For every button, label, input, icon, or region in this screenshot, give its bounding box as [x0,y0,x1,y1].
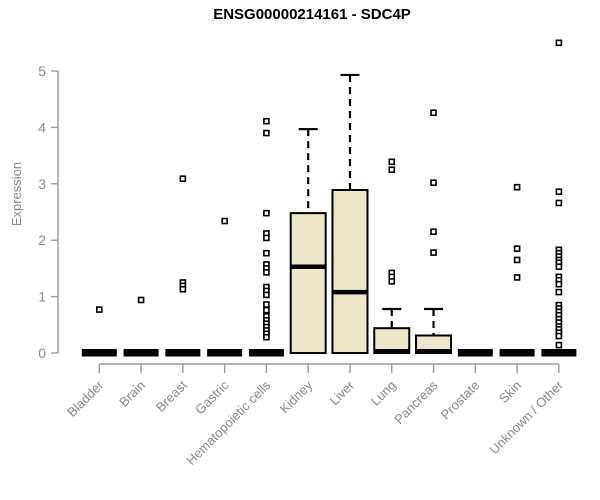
x-tick-label-unknown-other: Unknown / Other [486,377,566,457]
outlier-pancreas-2 [430,228,437,236]
box-collapsed-prostate [457,349,493,357]
outlier-breast-0 [179,175,187,183]
outlier-hematopoietic-cells-5 [263,249,270,257]
outlier-hematopoietic-cells-13 [263,306,270,314]
x-tick-label-liver: Liver [327,377,358,408]
box-collapsed-brain [123,349,159,357]
x-tick-label-prostate: Prostate [438,378,483,423]
outlier-lung-4 [388,278,396,285]
outlier-pancreas-1 [430,179,437,186]
x-tick-label-kidney: Kidney [277,377,316,416]
outlier-pancreas-3 [430,249,437,256]
outlier-hematopoietic-cells-8 [263,269,270,276]
outlier-skin-0 [513,183,521,191]
outlier-unknown-other-0 [555,39,563,47]
box-kidney [289,212,327,354]
x-tick-label-gastric: Gastric [192,377,232,417]
x-tick-label-pancreas: Pancreas [391,377,441,427]
outlier-bladder-0 [96,306,103,313]
outlier-unknown-other-23 [555,341,563,349]
outlier-unknown-other-2 [555,199,563,207]
y-tick-label: 3 [38,176,46,192]
box-collapsed-breast [165,349,201,357]
box-liver [331,189,369,354]
box-lung [373,327,411,354]
x-tick-label-breast: Breast [153,377,190,414]
x-tick-label-bladder: Bladder [64,377,107,420]
x-tick-label-brain: Brain [116,378,148,410]
box-collapsed-skin [499,349,535,357]
outlier-hematopoietic-cells-2 [263,209,270,217]
outlier-pancreas-0 [430,109,437,117]
outlier-hematopoietic-cells-1 [263,129,270,137]
x-tick-label-lung: Lung [368,378,399,409]
box-collapsed-gastric [207,349,243,357]
outlier-unknown-other-11 [555,280,563,288]
box-collapsed-bladder [81,349,117,357]
outlier-breast-3 [179,285,187,293]
y-tick-label: 5 [38,63,46,79]
outlier-unknown-other-12 [555,288,563,296]
box-collapsed-unknown-other [541,349,577,357]
outlier-lung-0 [388,158,396,166]
outlier-unknown-other-1 [555,188,563,195]
outlier-unknown-other-8 [555,263,563,271]
x-tick-label-skin: Skin [496,378,524,406]
outlier-unknown-other-22 [555,332,563,340]
y-tick-label: 2 [38,232,46,248]
box-collapsed-hematopoietic-cells [248,349,284,357]
outlier-hematopoietic-cells-4 [263,234,270,242]
y-tick-label: 0 [38,345,46,361]
outlier-skin-1 [513,245,521,252]
outlier-skin-3 [513,274,521,281]
y-tick-label: 1 [38,289,46,305]
outlier-hematopoietic-cells-11 [263,291,270,299]
outlier-brain-0 [137,296,145,304]
outlier-hematopoietic-cells-0 [263,117,270,125]
outlier-gastric-0 [221,217,228,225]
outlier-skin-2 [513,256,521,264]
y-tick-label: 4 [38,119,46,135]
outlier-lung-1 [388,166,396,173]
outlier-hematopoietic-cells-12 [263,301,270,308]
chart-title: ENSG00000214161 - SDC4P [213,6,411,23]
outlier-hematopoietic-cells-20 [263,333,270,341]
